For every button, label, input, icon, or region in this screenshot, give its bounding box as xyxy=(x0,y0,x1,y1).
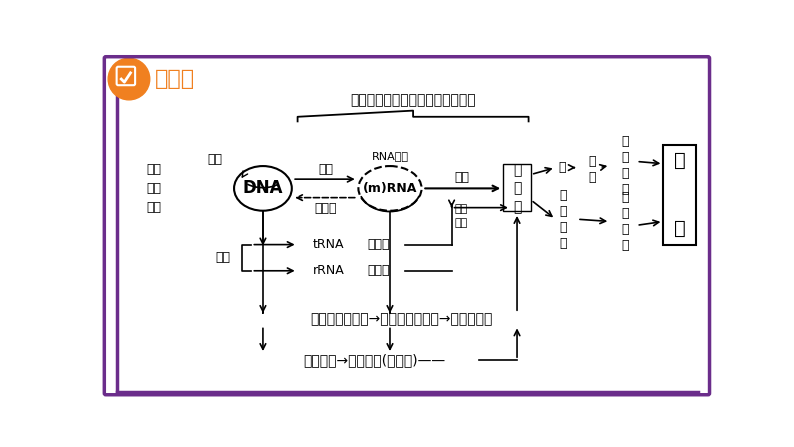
Ellipse shape xyxy=(358,166,422,211)
Ellipse shape xyxy=(234,166,292,211)
Bar xyxy=(663,144,696,245)
Text: 细
胞
结
构: 细 胞 结 构 xyxy=(622,191,630,252)
Text: rRNA: rRNA xyxy=(313,264,345,277)
Text: 影
响: 影 响 xyxy=(588,156,596,185)
Text: 性

状: 性 状 xyxy=(673,151,685,238)
Text: 酶: 酶 xyxy=(558,161,565,174)
Text: 概念图: 概念图 xyxy=(155,69,195,89)
Text: 细
胞
结
构: 细 胞 结 构 xyxy=(622,135,630,196)
Text: 翻译者: 翻译者 xyxy=(367,238,390,251)
Text: tRNA: tRNA xyxy=(313,238,345,251)
Text: 遗传
信息
传递: 遗传 信息 传递 xyxy=(146,163,161,214)
Text: 翻译: 翻译 xyxy=(455,171,470,184)
Text: 脱氧核苷酸序列→核糖核苷酸序列→氨基酸序列: 脱氧核苷酸序列→核糖核苷酸序列→氨基酸序列 xyxy=(310,312,493,326)
Text: (m)RNA: (m)RNA xyxy=(363,182,417,195)
Text: 转录: 转录 xyxy=(215,251,230,264)
FancyBboxPatch shape xyxy=(503,164,531,211)
Text: 结
构
蛋
白: 结 构 蛋 白 xyxy=(560,189,567,250)
Text: 控制蛋白质合成（表达遗传信息）: 控制蛋白质合成（表达遗传信息） xyxy=(350,93,476,107)
Text: 核糖体: 核糖体 xyxy=(367,264,390,277)
Text: 转录: 转录 xyxy=(318,163,333,176)
Text: 遗传信息→遗传密码(密码子)——: 遗传信息→遗传密码(密码子)—— xyxy=(303,353,445,367)
Text: 蛋
白
质: 蛋 白 质 xyxy=(513,163,521,214)
Text: 逆转录: 逆转录 xyxy=(315,202,337,215)
Text: DNA: DNA xyxy=(243,179,283,198)
Text: （场
所）: （场 所） xyxy=(455,205,468,228)
Text: RNA复制: RNA复制 xyxy=(372,151,408,161)
Text: 复制: 复制 xyxy=(208,153,222,166)
Circle shape xyxy=(108,58,150,100)
